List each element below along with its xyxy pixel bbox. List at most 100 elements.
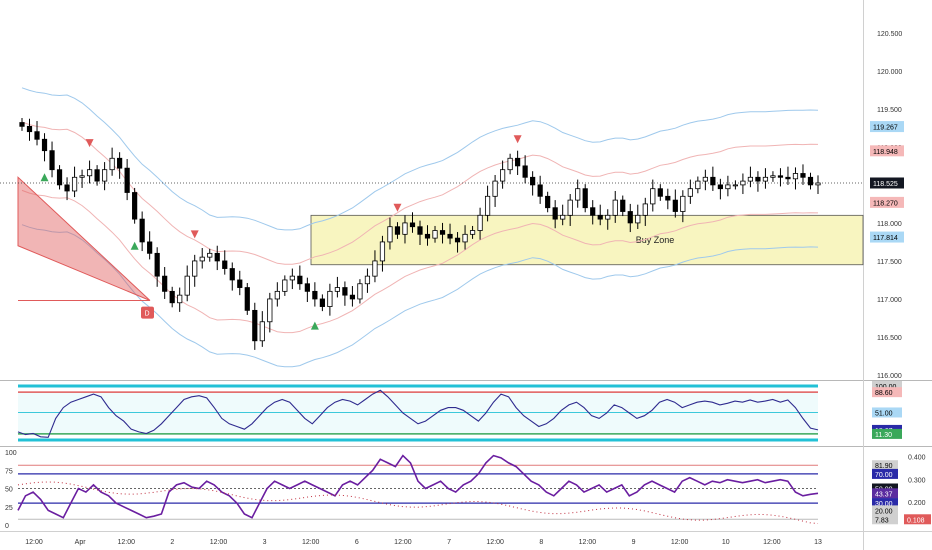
candle-body[interactable] (424, 233, 431, 239)
candle-body[interactable] (560, 214, 566, 220)
candle-body[interactable] (695, 180, 701, 190)
candle-body[interactable] (552, 207, 558, 220)
candle-body[interactable] (530, 176, 536, 186)
candle-body[interactable] (79, 175, 85, 178)
candle-body[interactable] (56, 169, 63, 186)
candle-body[interactable] (702, 176, 708, 182)
candle-body[interactable] (439, 230, 446, 235)
candle-body[interactable] (605, 214, 611, 220)
candle-body[interactable] (454, 237, 461, 243)
candle-body[interactable] (432, 230, 438, 239)
candle-body[interactable] (19, 122, 25, 127)
buy-signal-triangle[interactable] (310, 321, 319, 330)
candle-body[interactable] (117, 157, 123, 169)
candle-body[interactable] (237, 279, 243, 288)
candle-body[interactable] (575, 188, 581, 201)
candle-body[interactable] (214, 252, 220, 262)
candle-body[interactable] (402, 222, 408, 235)
candle-body[interactable] (522, 165, 528, 178)
candle-body[interactable] (785, 176, 791, 180)
candle-body[interactable] (222, 260, 228, 269)
candle-body[interactable] (710, 176, 716, 186)
candle-body[interactable] (537, 184, 543, 197)
candle-body[interactable] (755, 176, 761, 182)
sell-signal-triangle[interactable] (190, 230, 199, 239)
candle-body[interactable] (807, 176, 814, 186)
candle-body[interactable] (349, 294, 356, 300)
candle-body[interactable] (169, 290, 175, 304)
candle-body[interactable] (725, 184, 731, 190)
candle-body[interactable] (642, 203, 648, 216)
pattern-triangle[interactable] (17, 176, 151, 301)
candle-body[interactable] (139, 218, 145, 243)
candle-body[interactable] (229, 268, 235, 281)
candle-body[interactable] (289, 275, 295, 281)
candle-body[interactable] (41, 138, 48, 152)
candle-body[interactable] (582, 188, 588, 209)
candle-body[interactable] (364, 275, 371, 285)
candle-body[interactable] (394, 226, 401, 235)
candle-body[interactable] (86, 169, 93, 177)
candle-body[interactable] (567, 199, 573, 216)
candle-body[interactable] (815, 182, 821, 186)
candle-body[interactable] (34, 131, 40, 140)
candle-body[interactable] (192, 260, 198, 277)
candle-body[interactable] (184, 275, 190, 296)
buy-zone-box[interactable] (310, 214, 864, 266)
candle-body[interactable] (312, 290, 318, 300)
candle-body[interactable] (259, 321, 265, 342)
rsi-line[interactable] (17, 389, 819, 438)
candle-body[interactable] (94, 169, 100, 182)
candle-body[interactable] (740, 180, 746, 186)
candle-body[interactable] (590, 207, 596, 216)
candle-body[interactable] (154, 252, 160, 277)
sell-signal-triangle[interactable] (85, 139, 94, 148)
candle-body[interactable] (672, 199, 678, 212)
candle-body[interactable] (334, 287, 340, 292)
candle-body[interactable] (515, 157, 521, 167)
candle-body[interactable] (297, 275, 303, 285)
candle-body[interactable] (26, 125, 33, 133)
stoch-line[interactable] (17, 454, 819, 519)
candle-body[interactable] (635, 214, 641, 224)
candle-body[interactable] (545, 195, 551, 209)
candle-body[interactable] (409, 222, 416, 228)
candle-body[interactable] (469, 230, 476, 235)
candle-body[interactable] (304, 283, 310, 292)
candle-body[interactable] (484, 195, 491, 216)
candle-body[interactable] (109, 157, 115, 171)
candle-body[interactable] (680, 195, 686, 212)
candle-body[interactable] (267, 298, 273, 323)
buy-signal-triangle[interactable] (40, 173, 49, 182)
divergence-marker[interactable] (141, 306, 154, 319)
candle-body[interactable] (777, 175, 784, 178)
candle-body[interactable] (387, 226, 393, 243)
candle-body[interactable] (477, 214, 483, 231)
candle-body[interactable] (132, 192, 138, 220)
candle-body[interactable] (147, 241, 153, 254)
candle-body[interactable] (687, 188, 693, 197)
candle-body[interactable] (124, 167, 130, 193)
candle-body[interactable] (650, 188, 656, 205)
candle-body[interactable] (492, 180, 498, 197)
candle-body[interactable] (379, 241, 386, 262)
candle-body[interactable] (597, 214, 603, 220)
candle-body[interactable] (49, 150, 55, 171)
candle-body[interactable] (732, 184, 738, 187)
candle-body[interactable] (342, 287, 348, 296)
candle-body[interactable] (252, 309, 258, 342)
candle-body[interactable] (447, 233, 453, 239)
candle-body[interactable] (372, 260, 378, 277)
candle-body[interactable] (244, 287, 250, 311)
candle-body[interactable] (620, 199, 626, 212)
candle-body[interactable] (665, 195, 671, 201)
candle-body[interactable] (177, 294, 183, 304)
candle-body[interactable] (717, 184, 723, 190)
candle-body[interactable] (657, 188, 663, 197)
candle-body[interactable] (612, 199, 618, 216)
candle-body[interactable] (500, 169, 506, 182)
candle-body[interactable] (800, 173, 806, 178)
candle-body[interactable] (762, 176, 769, 182)
